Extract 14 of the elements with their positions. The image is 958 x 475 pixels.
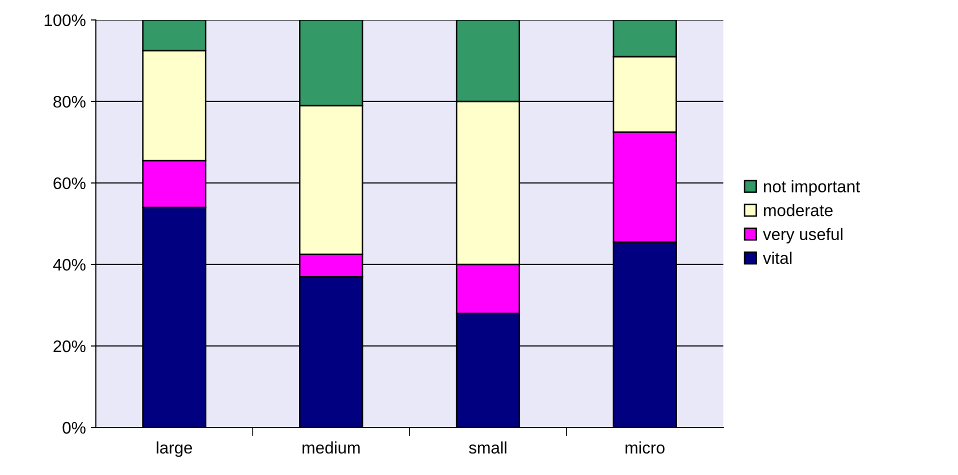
legend-label: vital <box>762 252 792 264</box>
x-tick-label: medium <box>302 441 360 454</box>
legend-label: not important <box>764 180 860 196</box>
legend-label: moderate <box>764 204 833 216</box>
legend-label: very useful <box>762 228 842 244</box>
y-tick-label: 0% <box>62 422 86 434</box>
y-tick-label: 60% <box>54 177 86 190</box>
y-tick-label: 80% <box>53 96 86 108</box>
x-tick-label: small <box>469 441 506 454</box>
x-tick-label: large <box>156 441 192 457</box>
x-tick-label: micro <box>626 441 665 454</box>
y-tick-label: 40% <box>53 258 86 271</box>
y-tick-label: 20% <box>54 340 86 352</box>
y-tick-label: 100% <box>44 14 86 26</box>
